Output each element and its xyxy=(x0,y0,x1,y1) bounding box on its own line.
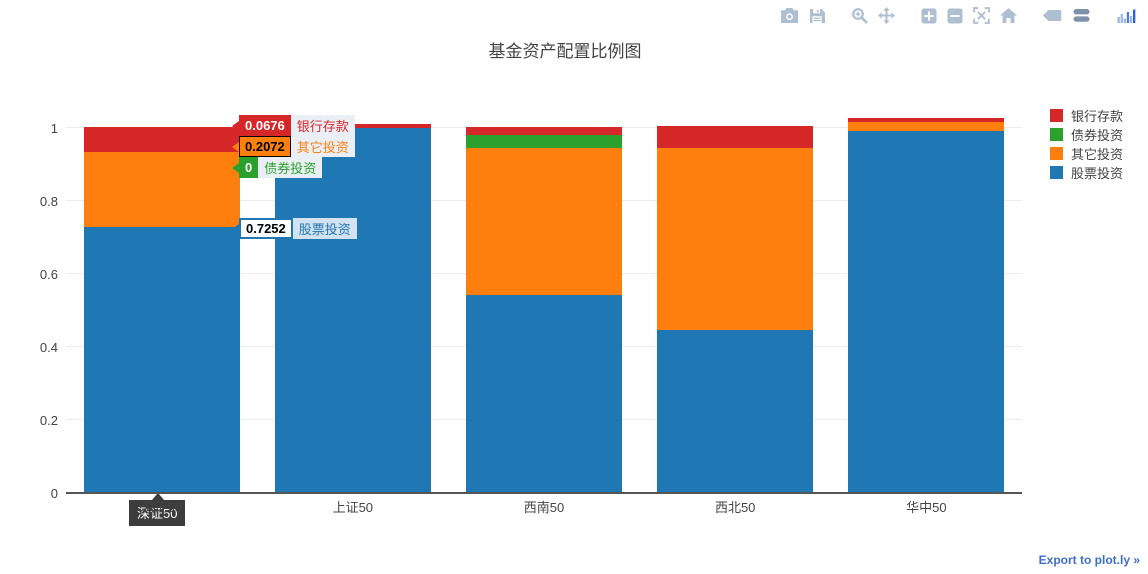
home-icon[interactable] xyxy=(995,5,1022,26)
hover-caret xyxy=(232,141,239,152)
export-to-plotly-link[interactable]: Export to plot.ly » xyxy=(1038,553,1140,567)
zoom-out-icon[interactable] xyxy=(942,5,968,27)
bar-segment[interactable] xyxy=(83,151,240,228)
hover-caret xyxy=(232,162,239,173)
zoom-in-icon[interactable] xyxy=(916,5,942,27)
legend-item[interactable]: 其它投资 xyxy=(1050,144,1123,163)
hover-compare-icon[interactable] xyxy=(1067,5,1096,26)
save-icon[interactable] xyxy=(804,5,830,27)
hover-value: 0.7252 xyxy=(239,218,293,239)
legend-item-label: 其它投资 xyxy=(1071,147,1124,162)
hover-label: 0 债券投资 xyxy=(232,157,323,178)
x-tick-label: 西北50 xyxy=(714,500,756,515)
plotly-modebar xyxy=(759,4,1142,27)
hover-label: 0.2072 其它投资 xyxy=(232,136,355,157)
x-tick-label: 西南50 xyxy=(523,500,565,515)
zoom-icon[interactable] xyxy=(846,4,873,27)
bar-segment[interactable] xyxy=(848,121,1005,131)
bar-segment[interactable] xyxy=(848,117,1005,122)
hover-series-name: 股票投资 xyxy=(292,218,357,239)
bar-segment[interactable] xyxy=(848,130,1005,492)
x-tick-label: 深证50 xyxy=(141,500,182,515)
x-hover-caret xyxy=(152,493,164,500)
legend-item-label: 债券投资 xyxy=(1071,128,1124,143)
plot-area[interactable] xyxy=(66,105,1022,494)
camera-icon[interactable] xyxy=(775,5,804,26)
hover-value: 0 xyxy=(239,157,259,178)
hover-closest-icon[interactable] xyxy=(1038,6,1067,25)
y-tick-label: 0.6 xyxy=(39,267,58,282)
hover-caret xyxy=(232,223,239,234)
hover-series-name: 其它投资 xyxy=(290,136,355,157)
hover-caret xyxy=(232,120,239,131)
legend-swatch xyxy=(1050,128,1063,141)
bar-segment[interactable] xyxy=(83,227,240,492)
legend-item-label: 银行存款 xyxy=(1071,109,1124,124)
pan-icon[interactable] xyxy=(873,4,900,27)
y-tick-label: 0.4 xyxy=(39,340,58,355)
plotly-logo-icon[interactable] xyxy=(1112,5,1142,26)
legend-item-label: 股票投资 xyxy=(1071,166,1124,181)
autoscale-icon[interactable] xyxy=(968,4,995,27)
y-tick-label: 0.8 xyxy=(39,194,58,209)
bar-segment[interactable] xyxy=(274,128,431,492)
bar-segment[interactable] xyxy=(466,126,622,135)
bar-segment[interactable] xyxy=(466,134,622,148)
y-tick-label: 0.2 xyxy=(39,413,58,428)
bar-segment[interactable] xyxy=(657,126,814,149)
hover-series-name: 银行存款 xyxy=(290,115,355,136)
bar-segment[interactable] xyxy=(466,147,622,295)
legend-item[interactable]: 股票投资 xyxy=(1050,163,1123,182)
hover-series-name: 债券投资 xyxy=(258,157,323,178)
legend: 银行存款债券投资其它投资股票投资 xyxy=(1050,106,1123,182)
y-tick-label: 1 xyxy=(50,121,58,136)
hover-label: 0.7252 股票投资 xyxy=(232,218,357,239)
legend-item[interactable]: 银行存款 xyxy=(1050,106,1123,125)
hover-label: 0.0676 银行存款 xyxy=(232,115,355,136)
hover-value: 0.0676 xyxy=(239,115,291,136)
bar-segment[interactable] xyxy=(657,148,814,330)
bar-segment[interactable] xyxy=(657,329,814,492)
legend-swatch xyxy=(1050,147,1063,160)
x-tick-label: 华中50 xyxy=(906,500,947,515)
y-tick-label: 0 xyxy=(50,486,58,501)
page-title: 基金资产配置比例图 xyxy=(488,42,642,61)
x-tick-label: 上证50 xyxy=(332,500,374,515)
hover-value: 0.2072 xyxy=(239,136,291,157)
bar-segment[interactable] xyxy=(83,127,240,152)
bar-segment[interactable] xyxy=(466,294,622,492)
legend-swatch xyxy=(1050,109,1063,122)
x-hover-label: 深证50 xyxy=(129,500,186,526)
legend-item[interactable]: 债券投资 xyxy=(1050,125,1123,144)
legend-swatch xyxy=(1050,166,1063,179)
